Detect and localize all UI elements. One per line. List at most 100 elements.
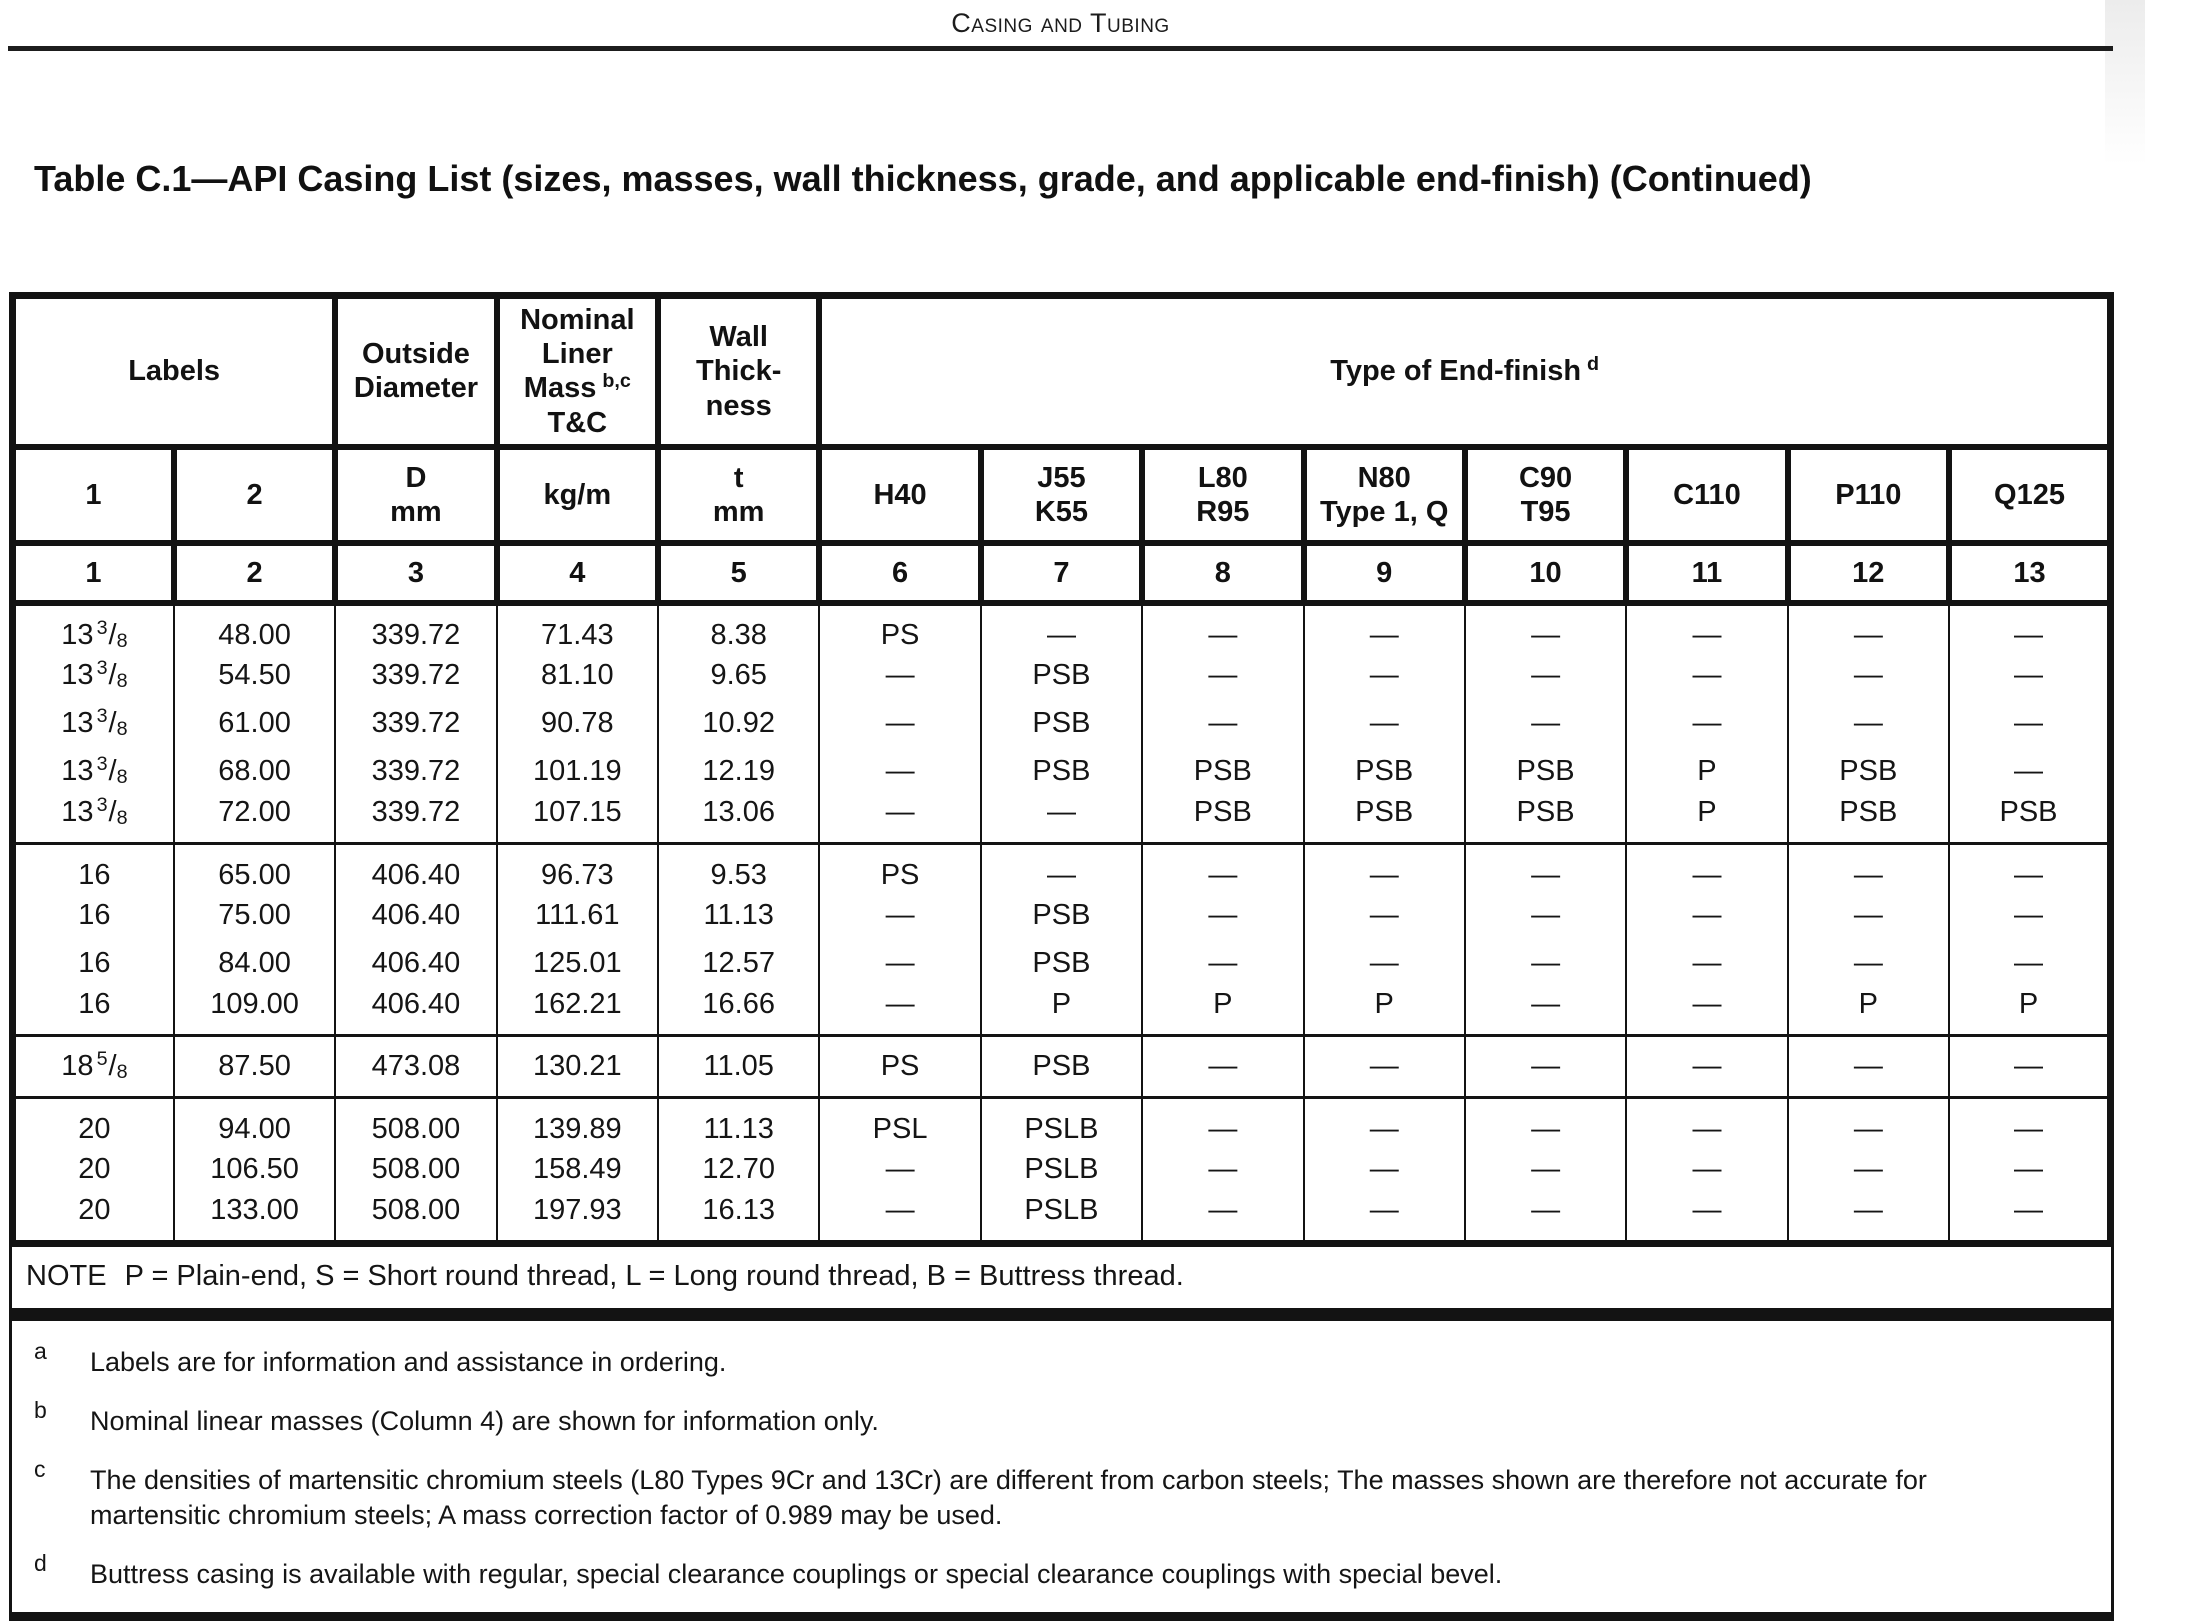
table-cell: PSB (1948, 795, 2112, 844)
table-cell: 125.01 (495, 939, 660, 988)
table-cell: PSB (1141, 747, 1305, 796)
table-cell: — (818, 699, 982, 748)
size-label-cell: 18 5/8 (11, 1035, 175, 1098)
table-cell: 61.00 (172, 699, 337, 748)
column-number: 13 (1946, 539, 2114, 606)
table-row: 20 106.50 508.00 158.49 12.70— PSLB — — — — — — (11, 1145, 2112, 1194)
table-cell: — (1302, 843, 1466, 892)
table-cell: PSLB (979, 1097, 1144, 1146)
size-group: 20 94.00 508.00 139.89 11.13 PSL PSLB — — — — — —20 1… (11, 1097, 2112, 1244)
header-row-column-numbers: 1 2 3 4 5 6 7 8 9 10 11 12 13 (9, 539, 2114, 606)
table-cell: 339.72 (334, 795, 498, 844)
table-cell: — (1302, 891, 1466, 940)
table-cell: — (1948, 843, 2112, 892)
table-cell: — (1625, 1097, 1789, 1146)
table-cell: — (1302, 651, 1466, 700)
table-cell: — (1625, 651, 1789, 700)
fraction-denominator: 8 (116, 629, 128, 652)
table-cell: 339.72 (334, 602, 498, 652)
header-rule (8, 46, 2113, 51)
table-cell: 508.00 (334, 1097, 498, 1146)
table-cell: — (1948, 1193, 2112, 1244)
table-cell: 11.13 (656, 1097, 821, 1146)
table-cell: — (1786, 843, 1951, 892)
table-cell: — (1786, 1145, 1951, 1194)
table-cell: 72.00 (172, 795, 337, 844)
size-label-cell: 20 (11, 1145, 175, 1194)
table-cell: PSB (1786, 747, 1951, 796)
table-cell: — (1463, 843, 1628, 892)
table-cell: — (1786, 1035, 1951, 1098)
footnote-mark: a (34, 1337, 47, 1364)
table-row: 18 5/8 87.50 473.08 130.21 11.05 PS PSB — — — — — — (11, 1035, 2112, 1098)
table-cell: PSB (979, 1035, 1144, 1098)
size-label-cell: 16 (11, 987, 175, 1036)
table-cell: — (1786, 1193, 1951, 1244)
table-cell: 101.19 (495, 747, 660, 796)
table-cell: PSB (979, 699, 1144, 748)
size-label-cell: 13 3/8 (11, 651, 175, 700)
column-header: t mm (654, 443, 823, 546)
table-cell: 107.15 (495, 795, 660, 844)
table-cell: 87.50 (172, 1035, 337, 1098)
table-cell: — (1141, 843, 1305, 892)
table-cell: — (1625, 843, 1789, 892)
table-cell: PS (818, 602, 982, 652)
table-cell: 508.00 (334, 1145, 498, 1194)
table-row: 16 75.00 406.40 111.61 11.13— PSB — — — — — — (11, 891, 2112, 940)
footnote: b Nominal linear masses (Column 4) are sh… (12, 1388, 2111, 1447)
note-box: NOTE P = Plain-end, S = Short round threa… (9, 1246, 2114, 1311)
table-cell: 406.40 (334, 987, 498, 1036)
table-row: 13 3/8 61.00 339.72 90.78 10.92— PSB — — — — — — (11, 699, 2112, 748)
table-cell: — (1302, 1035, 1466, 1098)
footnote-mark: b (34, 1396, 47, 1423)
table-cell: — (1463, 987, 1628, 1036)
fraction-denominator: 8 (116, 670, 128, 693)
footnote: a Labels are for information and assistan… (12, 1329, 2111, 1388)
size-label-cell: 20 (11, 1097, 175, 1146)
table-cell: — (1786, 651, 1951, 700)
column-number: 6 (816, 539, 984, 606)
table-cell: 10.92 (656, 699, 821, 748)
table-cell: 94.00 (172, 1097, 337, 1146)
table-cell: 158.49 (495, 1145, 660, 1194)
table-cell: — (1463, 891, 1628, 940)
table-cell: 12.57 (656, 939, 821, 988)
footnotes-box: a Labels are for information and assistan… (9, 1310, 2114, 1621)
fraction-numerator: 3 (96, 657, 108, 680)
footnote-mark: d (34, 1550, 47, 1577)
table-cell: — (1625, 1193, 1789, 1244)
fraction-denominator: 8 (116, 766, 128, 789)
column-header: J55 K55 (977, 443, 1146, 546)
table-cell: PSB (1141, 795, 1305, 844)
table-cell: — (1948, 747, 2112, 796)
table-cell: 16.66 (656, 987, 821, 1036)
table-cell: 11.13 (656, 891, 821, 940)
column-header: C110 (1623, 443, 1791, 546)
header-end-finish: Type of End-finish d (816, 292, 2114, 450)
table-cell: 75.00 (172, 891, 337, 940)
table-cell: 84.00 (172, 939, 337, 988)
table-cell: — (979, 843, 1144, 892)
table-cell: — (1463, 939, 1628, 988)
header-nominal-mass-main: Nominal Liner Mass (520, 304, 635, 405)
fraction-denominator: 8 (116, 807, 128, 830)
column-number: 1 (9, 539, 177, 606)
table-cell: — (1786, 699, 1951, 748)
table-head: Labels Outside Diameter Nominal Liner Ma… (9, 292, 2114, 606)
table-cell: — (1948, 651, 2112, 700)
table-cell: — (1625, 602, 1789, 652)
table-cell: — (1625, 939, 1789, 988)
size-group: 18 5/8 87.50 473.08 130.21 11.05 PS PSB — — — — — — (11, 1035, 2112, 1098)
table-cell: — (1625, 699, 1789, 748)
table-cell: — (1141, 1035, 1305, 1098)
table-cell: — (1141, 1145, 1305, 1194)
table-cell: — (1463, 699, 1628, 748)
footnote-text: Buttress casing is available with regula… (90, 1559, 1503, 1590)
header-nominal-mass-sup: b,c (602, 370, 631, 393)
table-row: 13 3/8 54.50 339.72 81.10 9.65— PSB — — — — — — (11, 651, 2112, 700)
column-header: H40 (816, 443, 984, 546)
table-cell: — (1948, 1097, 2112, 1146)
column-number: 11 (1623, 539, 1791, 606)
column-number: 8 (1139, 539, 1307, 606)
